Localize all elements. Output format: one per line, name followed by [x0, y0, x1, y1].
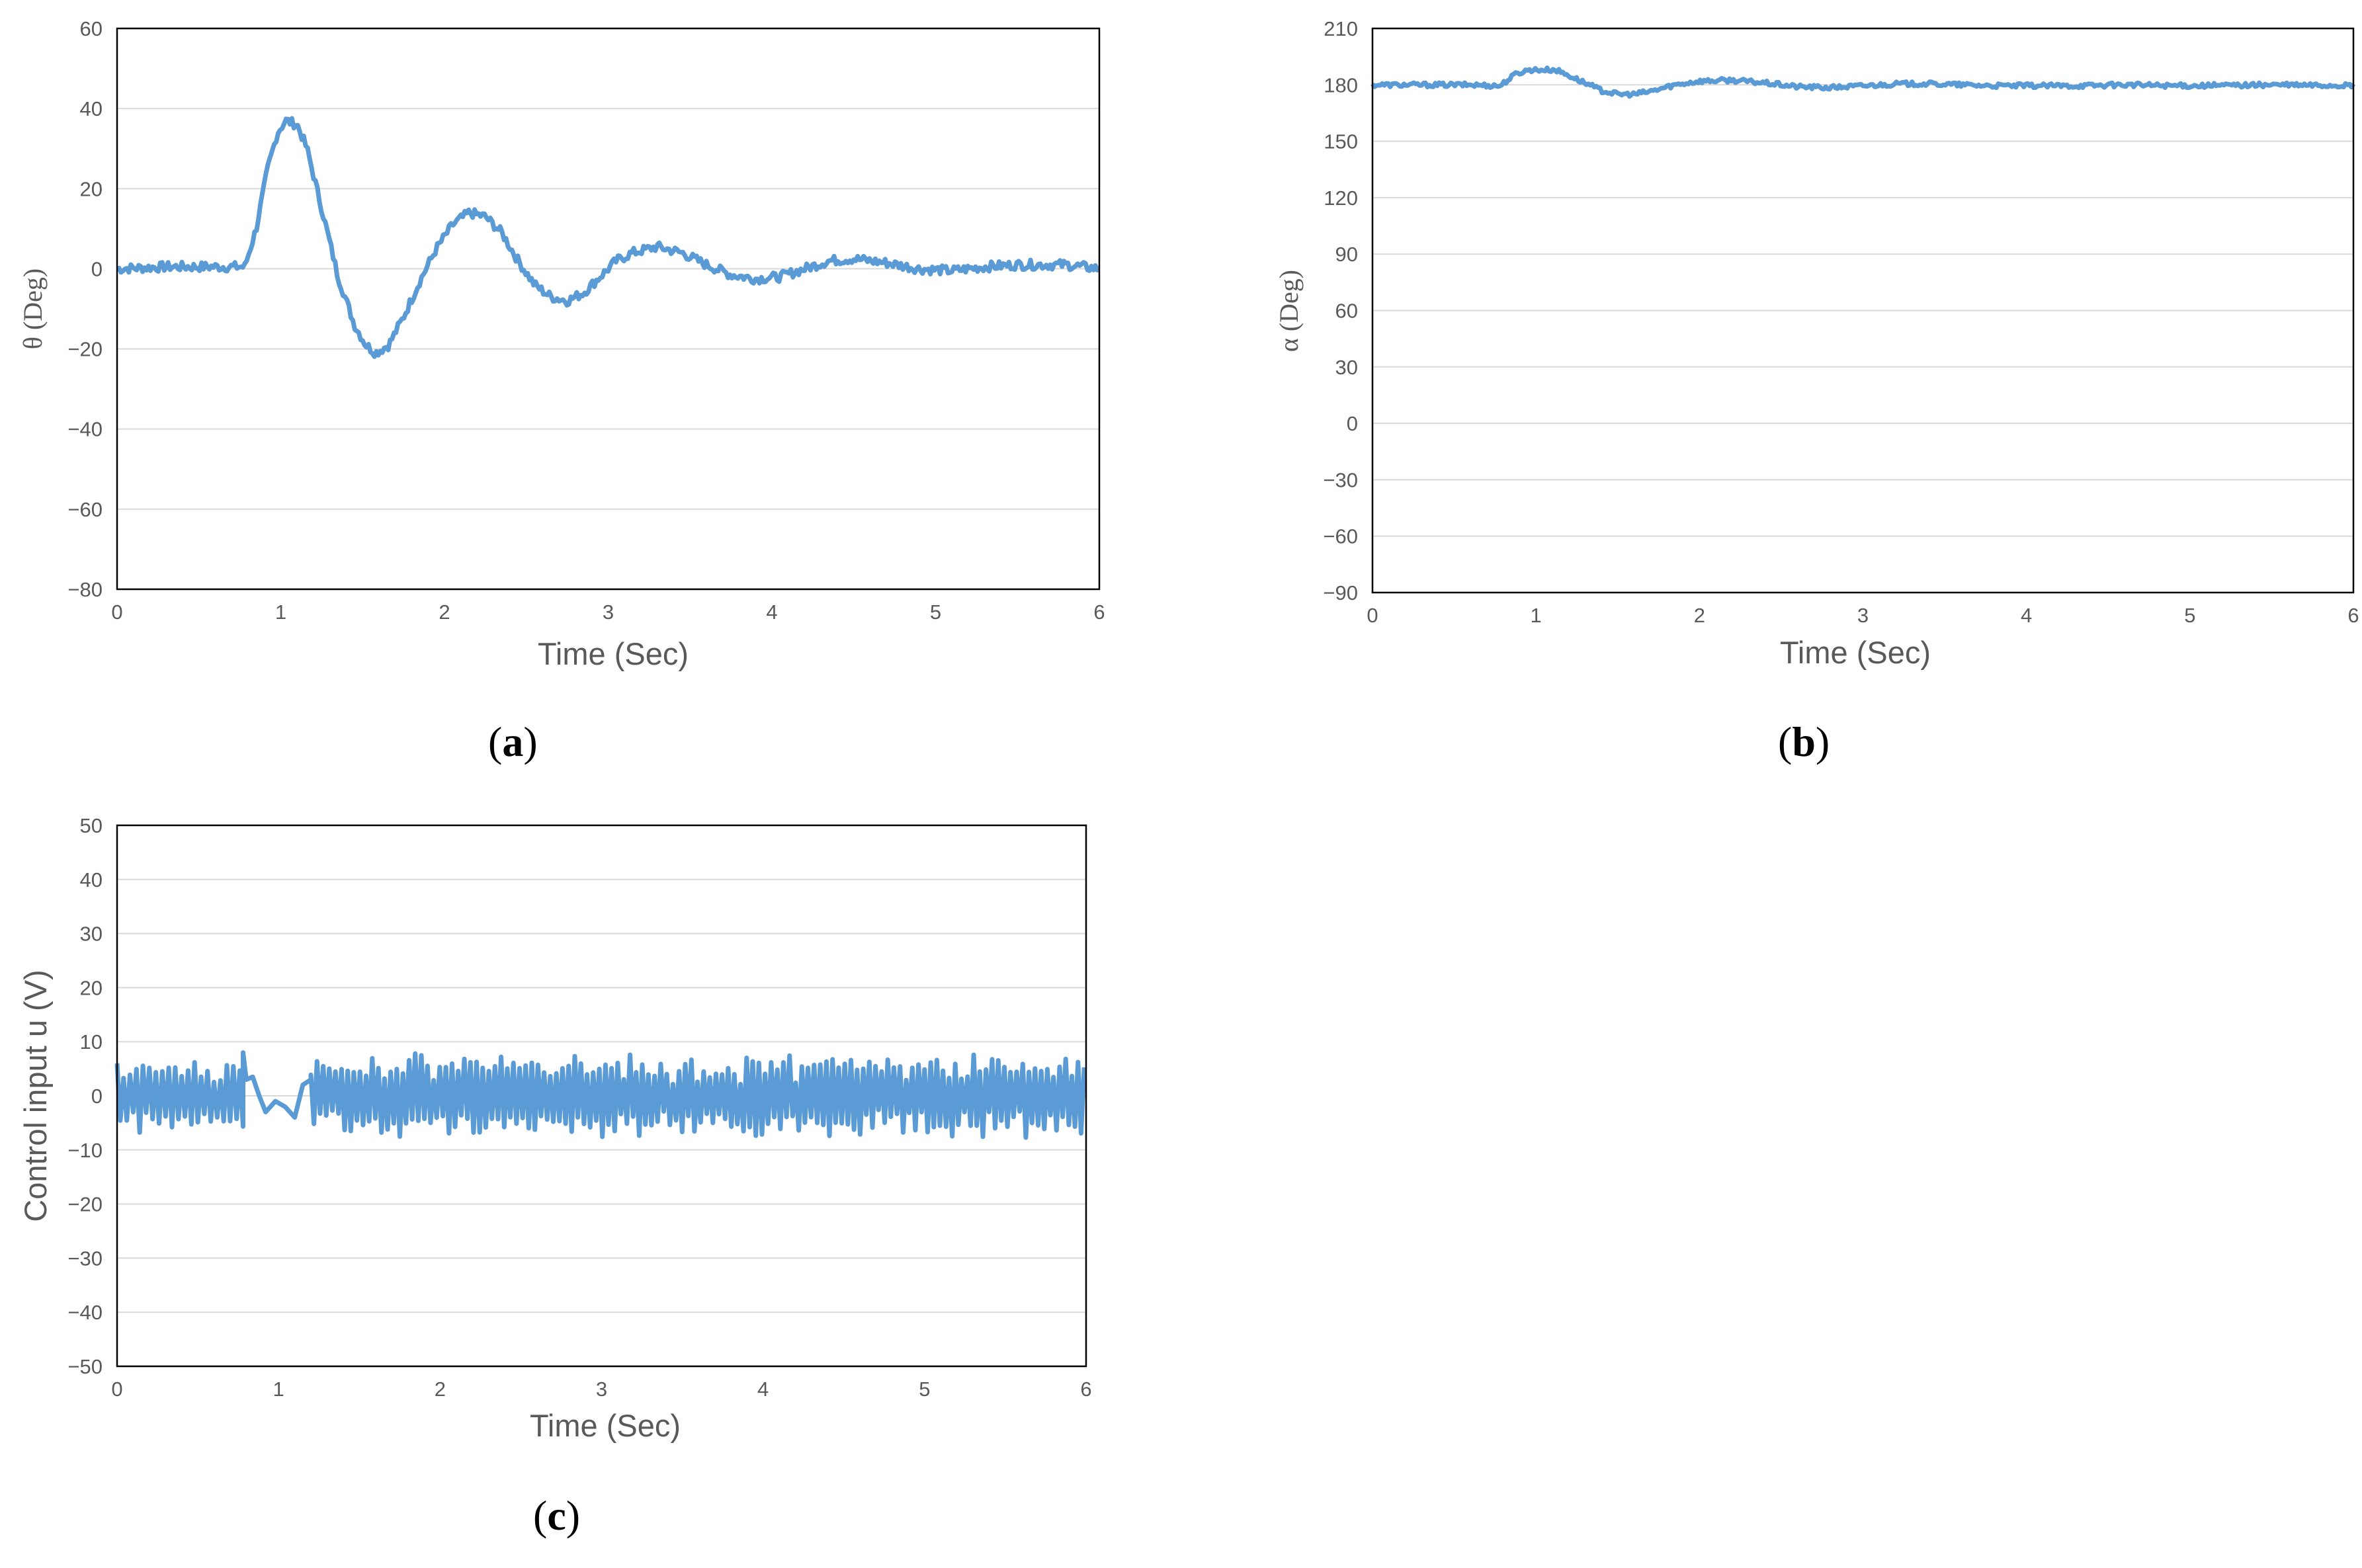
- y-tick-labels: −90 −60 −30 0 30 60 90 120 150 180 210: [1323, 17, 1358, 604]
- x-tick-labels: 0 1 2 3 4 5 6: [1367, 604, 2359, 627]
- grid-lines: [117, 108, 1099, 510]
- y-tick-label: −20: [67, 338, 103, 361]
- y-tick-label: −40: [67, 1301, 103, 1324]
- y-tick-label: 50: [80, 814, 103, 837]
- x-tick-label: 0: [111, 600, 122, 624]
- y-tick-label: 10: [80, 1030, 103, 1053]
- x-tick-label: 1: [1531, 604, 1542, 627]
- y-tick-label: −60: [67, 498, 103, 521]
- alpha-series-line: [1371, 65, 2356, 99]
- y-axis-title: θ (Deg): [18, 268, 48, 349]
- y-tick-label: −20: [67, 1193, 103, 1216]
- x-tick-label: 3: [1857, 604, 1869, 627]
- y-tick-label: 30: [1335, 356, 1358, 379]
- y-tick-label: −50: [67, 1355, 103, 1378]
- chart-c: −50 −40 −30 −20 −10 0 10 20 30 40 50 0 1 2 3 4 5 6 Time …: [18, 814, 1092, 1443]
- caption-a: (a): [488, 718, 538, 765]
- x-tick-label: 2: [439, 600, 450, 624]
- y-tick-label: −60: [1323, 525, 1358, 548]
- x-tick-label: 0: [1367, 604, 1378, 627]
- x-tick-label: 6: [1093, 600, 1105, 624]
- y-tick-label: −30: [67, 1247, 103, 1270]
- theta-series-line: [116, 116, 1100, 359]
- x-tick-label: 2: [1694, 604, 1705, 627]
- y-tick-labels: −50 −40 −30 −20 −10 0 10 20 30 40 50: [67, 814, 103, 1378]
- y-tick-label: 210: [1324, 17, 1358, 40]
- x-axis-title: Time (Sec): [530, 1408, 681, 1443]
- x-tick-label: 6: [2347, 604, 2359, 627]
- plot-frame: [116, 824, 1087, 1368]
- x-tick-labels: 0 1 2 3 4 5 6: [111, 1378, 1091, 1401]
- plot-frame: [116, 27, 1101, 591]
- x-tick-label: 4: [2021, 604, 2032, 627]
- y-tick-label: 40: [80, 868, 103, 891]
- x-tick-labels: 0 1 2 3 4 5 6: [111, 600, 1105, 624]
- y-tick-labels: −80 −60 −40 −20 0 20 40 60: [67, 17, 103, 601]
- y-tick-label: 0: [1347, 412, 1358, 435]
- y-tick-label: 60: [1335, 300, 1358, 323]
- y-tick-label: 40: [80, 97, 103, 120]
- y-tick-label: 120: [1324, 186, 1358, 210]
- chart-b: −90 −60 −30 0 30 60 90 120 150 180 210 0 1 2 3 4 5 6 Tim…: [1274, 17, 2359, 670]
- x-tick-label: 0: [111, 1378, 122, 1401]
- control-input-series-line: [114, 1050, 1087, 1140]
- y-axis-title: Control input u (V): [18, 970, 53, 1221]
- y-tick-label: 0: [91, 257, 103, 280]
- caption-c: (c): [533, 1492, 581, 1539]
- y-tick-label: −40: [67, 418, 103, 441]
- y-tick-label: 30: [80, 923, 103, 946]
- y-tick-label: −80: [67, 578, 103, 601]
- x-tick-label: 2: [435, 1378, 446, 1401]
- x-tick-label: 3: [603, 600, 614, 624]
- y-tick-label: −30: [1323, 468, 1358, 491]
- y-tick-label: 20: [80, 177, 103, 200]
- x-tick-label: 1: [273, 1378, 284, 1401]
- caption-b: (b): [1778, 718, 1830, 765]
- x-tick-label: 5: [919, 1378, 930, 1401]
- x-tick-label: 5: [2184, 604, 2195, 627]
- plot-frame: [1371, 27, 2355, 594]
- x-tick-label: 4: [766, 600, 777, 624]
- grid-lines: [117, 878, 1086, 1313]
- x-tick-label: 1: [275, 600, 286, 624]
- y-tick-label: 0: [91, 1085, 103, 1108]
- chart-a: −80 −60 −40 −20 0 20 40 60 0 1 2 3 4 5 6 Time (Sec) θ…: [18, 17, 1105, 671]
- x-tick-label: 5: [930, 600, 941, 624]
- x-axis-title: Time (Sec): [538, 636, 689, 671]
- y-tick-label: 150: [1324, 130, 1358, 153]
- y-axis-title: α (Deg): [1274, 270, 1304, 352]
- y-tick-label: 90: [1335, 243, 1358, 266]
- y-tick-label: 20: [80, 976, 103, 999]
- grid-lines: [1372, 84, 2353, 537]
- y-tick-label: 60: [80, 17, 103, 40]
- x-tick-label: 3: [596, 1378, 607, 1401]
- y-tick-label: −90: [1323, 581, 1358, 604]
- y-tick-label: 180: [1324, 73, 1358, 97]
- y-tick-label: −10: [67, 1139, 103, 1162]
- x-tick-label: 6: [1080, 1378, 1091, 1401]
- x-tick-label: 4: [757, 1378, 769, 1401]
- x-axis-title: Time (Sec): [1780, 635, 1931, 670]
